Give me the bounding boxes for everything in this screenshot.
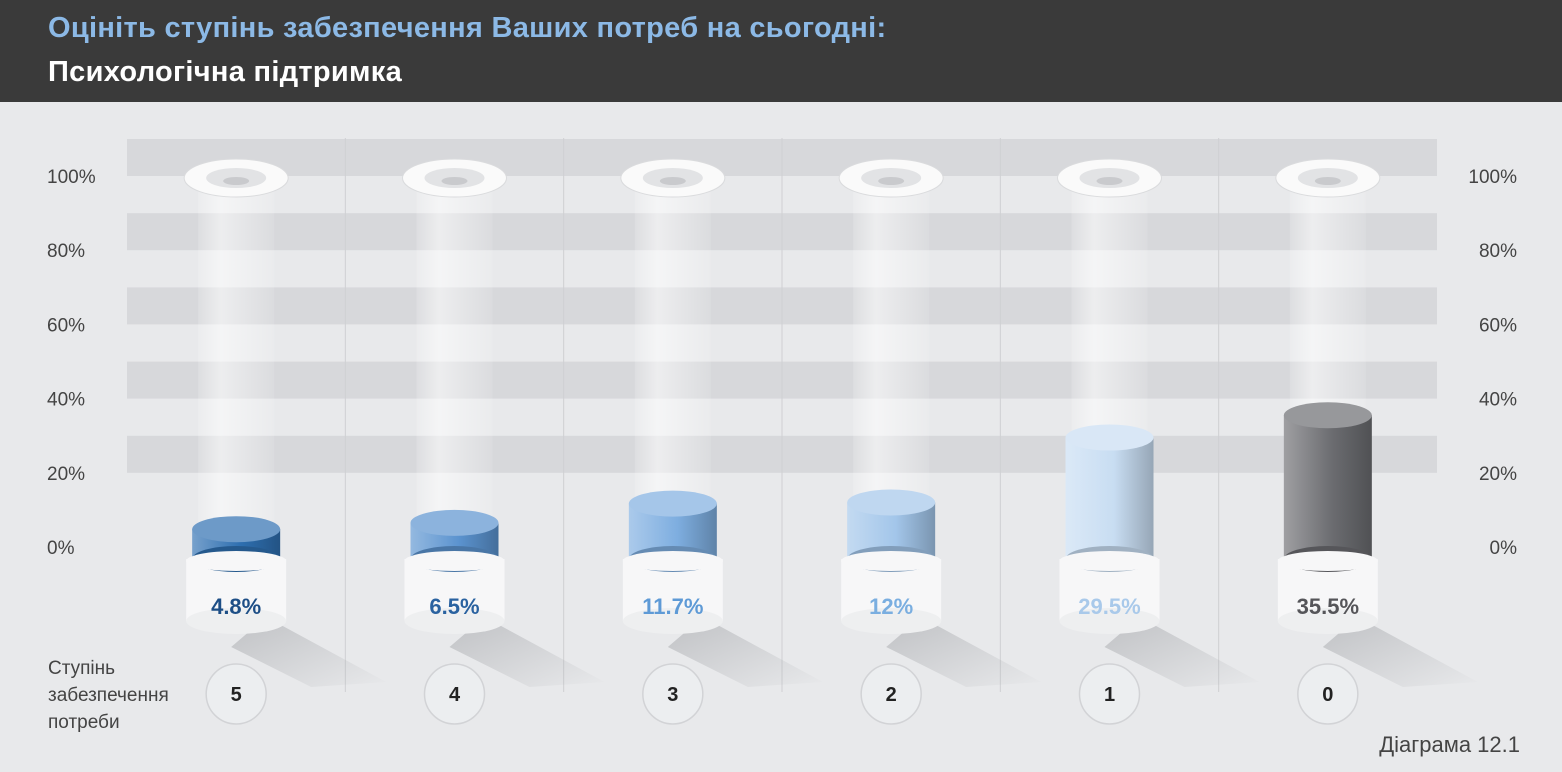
y-tick-label-right: 60% xyxy=(1479,315,1517,336)
category-circle xyxy=(1078,663,1141,725)
bar-base-bottom xyxy=(1059,608,1160,634)
tube-glass xyxy=(416,176,493,547)
bar-top xyxy=(1065,424,1154,451)
y-tick-label-left: 0% xyxy=(47,538,75,559)
bar-shadow xyxy=(231,617,387,687)
x-axis-label: Ступінь забезпечення потреби xyxy=(48,655,248,736)
y-tick-label-right: 40% xyxy=(1479,390,1517,411)
x-axis-label-line: Ступінь xyxy=(48,658,116,679)
bar-top xyxy=(1283,402,1372,429)
bar-column: 4.8% xyxy=(183,158,387,687)
category-marker: 0 xyxy=(1297,663,1359,725)
category-marker: 1 xyxy=(1078,663,1141,725)
tube-ring-inner xyxy=(223,177,250,185)
bar-column: 29.5% xyxy=(1057,158,1260,687)
bar-shadow xyxy=(1322,617,1478,687)
tube-ring-inner xyxy=(1314,177,1341,185)
bar-base-rim xyxy=(841,551,942,571)
category-marker: 4 xyxy=(423,663,486,725)
bar-chart: 0% 0% 20% 20% 40% 40% 60% 60% 80% 80% 100% 100% 4.8… xyxy=(47,138,1518,725)
y-tick-label-right: 0% xyxy=(1490,538,1518,559)
y-tick-label-right: 20% xyxy=(1479,464,1517,485)
chart-title: Оцініть ступінь забезпечення Ваших потре… xyxy=(48,12,887,44)
bar-column: 35.5% xyxy=(1275,158,1478,687)
y-tick-label-left: 80% xyxy=(47,241,85,262)
x-tick-label: 5 xyxy=(231,684,242,706)
bar-top xyxy=(192,516,281,543)
bar-top xyxy=(847,489,936,516)
bar xyxy=(1065,437,1154,559)
bar-base-rim xyxy=(186,551,287,571)
data-label: 29.5% xyxy=(1078,594,1140,619)
data-label: 4.8% xyxy=(211,594,261,619)
tube-glass xyxy=(198,176,275,547)
bar-base-rim xyxy=(1277,551,1378,571)
data-label: 6.5% xyxy=(429,594,479,619)
y-tick-label-left: 100% xyxy=(47,167,96,188)
tube-ring-inner xyxy=(878,177,905,185)
data-label: 35.5% xyxy=(1297,594,1359,619)
bar-base-bottom xyxy=(1277,608,1378,634)
x-tick-label: 3 xyxy=(667,684,678,706)
x-tick-label: 2 xyxy=(886,684,897,706)
category-circle xyxy=(423,663,486,725)
bar-base-rim xyxy=(1059,551,1160,571)
category-marker: 2 xyxy=(860,663,922,725)
category-marker: 3 xyxy=(642,663,704,725)
x-tick-label: 0 xyxy=(1322,684,1333,706)
bar-base-rim xyxy=(404,551,505,571)
tube-ring-inner xyxy=(1096,177,1123,185)
bar-shadow xyxy=(449,617,605,687)
bar-shadow xyxy=(1104,617,1260,687)
tube-ring-inner xyxy=(659,177,686,185)
x-axis-label-line: потреби xyxy=(48,712,120,733)
x-tick-label: 1 xyxy=(1104,684,1115,706)
category-circle xyxy=(642,663,704,725)
x-axis-label-line: забезпечення xyxy=(48,685,169,706)
y-tick-label-left: 20% xyxy=(47,464,85,485)
x-tick-label: 4 xyxy=(449,684,461,706)
bar-shadow xyxy=(667,617,823,687)
bar-base-bottom xyxy=(404,608,505,634)
y-tick-label-left: 60% xyxy=(47,315,85,336)
category-circle xyxy=(860,663,922,725)
category-circle xyxy=(205,663,267,725)
chart-subtitle: Психологічна підтримка xyxy=(48,56,403,88)
bar-top xyxy=(410,509,499,536)
y-tick-label-left: 40% xyxy=(47,390,85,411)
tube-ring-inner xyxy=(441,177,468,185)
bar xyxy=(1283,415,1372,559)
bar-shadow xyxy=(886,617,1042,687)
tube-glass xyxy=(853,176,930,547)
category-circle xyxy=(1297,663,1359,725)
diagram-number: Діаграма 12.1 xyxy=(1379,732,1520,757)
data-label: 12% xyxy=(869,594,913,619)
bar-column: 6.5% xyxy=(402,158,605,687)
y-tick-label-right: 80% xyxy=(1479,241,1517,262)
bar-top xyxy=(628,490,717,517)
bar-base-bottom xyxy=(841,608,942,634)
bar-base-bottom xyxy=(622,608,723,634)
y-tick-label-right: 100% xyxy=(1468,167,1517,188)
data-label: 11.7% xyxy=(642,594,703,619)
bar-column: 12% xyxy=(838,158,1042,687)
bar-base-rim xyxy=(622,551,723,571)
tube-glass xyxy=(634,176,711,547)
header-bar: Оцініть ступінь забезпечення Ваших потре… xyxy=(0,0,1562,102)
category-marker: 5 xyxy=(205,663,267,725)
bar-column: 11.7% xyxy=(620,158,823,687)
bar-base-bottom xyxy=(186,608,287,634)
